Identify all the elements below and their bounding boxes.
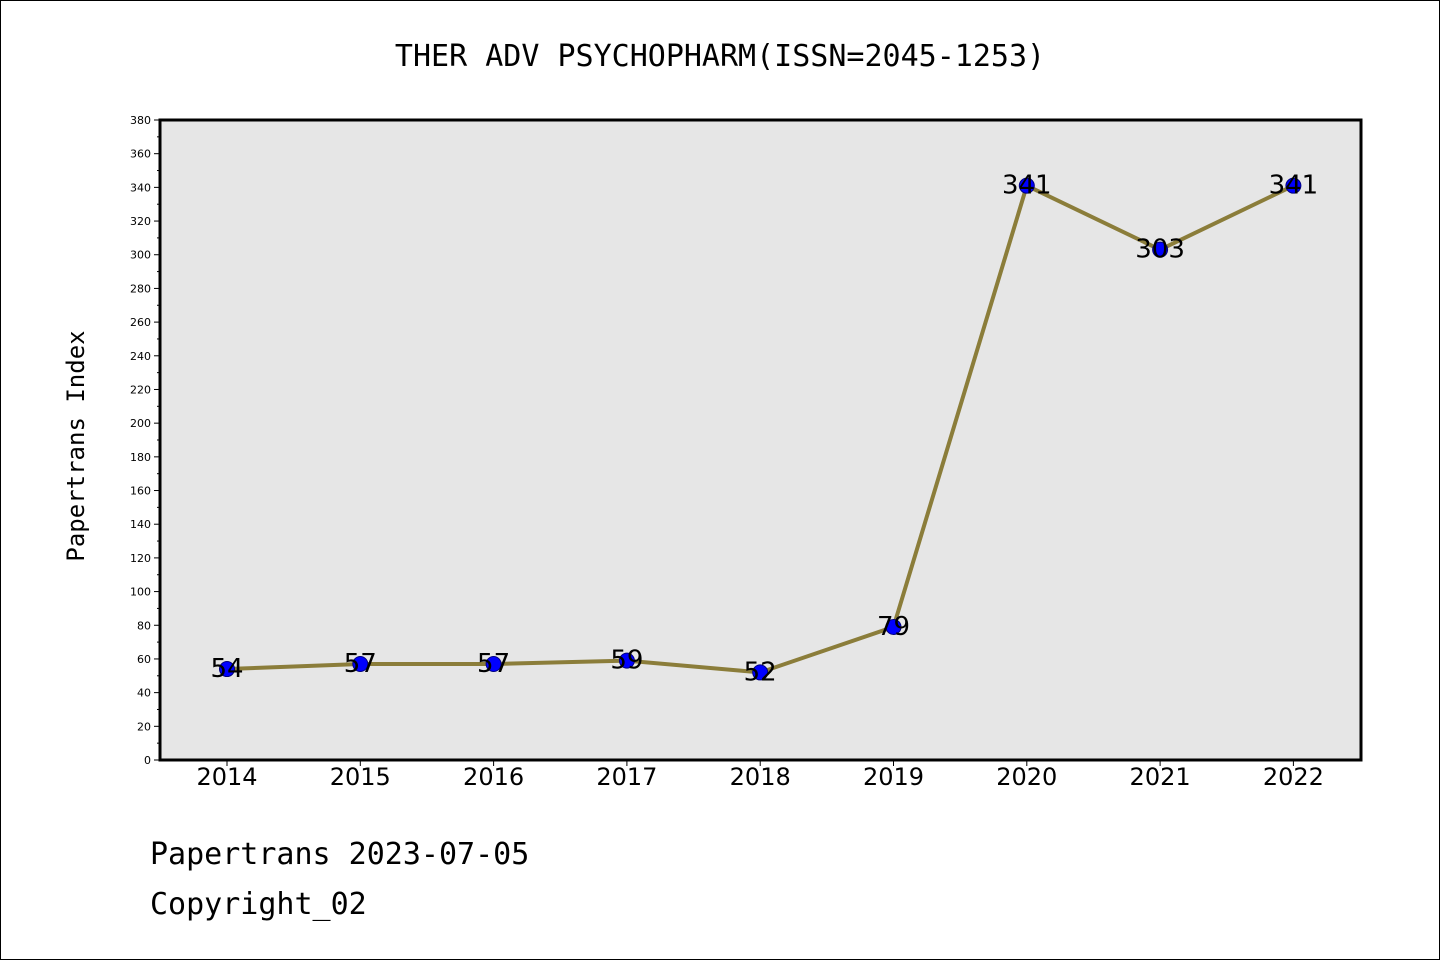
data-point bbox=[1152, 241, 1169, 258]
data-label: 341 bbox=[1269, 171, 1319, 201]
y-tick-label: 300 bbox=[130, 249, 151, 262]
y-tick-label: 100 bbox=[130, 586, 151, 599]
x-tick-label: 2021 bbox=[1130, 763, 1191, 791]
data-point bbox=[885, 618, 902, 635]
x-tick-label: 2018 bbox=[730, 763, 791, 791]
data-label: 54 bbox=[210, 654, 243, 684]
data-point bbox=[618, 652, 635, 669]
y-tick-label: 240 bbox=[130, 350, 151, 363]
data-label: 79 bbox=[877, 612, 910, 642]
y-tick-label: 380 bbox=[130, 114, 151, 127]
x-tick-label: 2016 bbox=[463, 763, 524, 791]
y-axis-ticks: 0 20 40 60 80 100 120 140 160 180 200 220 240 260 280 3… bbox=[130, 114, 160, 767]
plot-area bbox=[160, 120, 1361, 760]
data-label: 59 bbox=[610, 646, 643, 676]
data-labels: 54 57 57 59 52 79 341 303 341 bbox=[210, 171, 1318, 688]
x-tick-label: 2014 bbox=[196, 763, 257, 791]
y-tick-label: 360 bbox=[130, 148, 151, 161]
y-tick-label: 20 bbox=[137, 720, 151, 733]
data-points bbox=[219, 177, 1302, 681]
y-tick-label: 0 bbox=[144, 754, 151, 767]
y-tick-label: 40 bbox=[137, 687, 151, 700]
data-label: 57 bbox=[344, 649, 377, 679]
x-tick-label: 2019 bbox=[863, 763, 924, 791]
y-tick-label: 220 bbox=[130, 383, 151, 396]
data-label: 303 bbox=[1135, 235, 1185, 265]
data-label: 341 bbox=[1002, 171, 1052, 201]
y-tick-label: 340 bbox=[130, 181, 151, 194]
y-tick-label: 140 bbox=[130, 518, 151, 531]
plot-border bbox=[158, 118, 1363, 762]
x-tick-label: 2022 bbox=[1263, 763, 1324, 791]
y-tick-label: 320 bbox=[130, 215, 151, 228]
data-point bbox=[1018, 177, 1035, 194]
x-tick-label: 2017 bbox=[596, 763, 657, 791]
y-tick-label: 120 bbox=[130, 552, 151, 565]
footer-date-stamp: Papertrans 2023-07-05 bbox=[150, 837, 529, 872]
y-axis-label: Papertrans Index bbox=[62, 330, 90, 561]
y-tick-label: 80 bbox=[137, 619, 151, 632]
chart-title: THER ADV PSYCHOPHARM(ISSN=2045-1253) bbox=[395, 39, 1045, 74]
y-tick-label: 180 bbox=[130, 451, 151, 464]
y-tick-label: 200 bbox=[130, 417, 151, 430]
data-point bbox=[352, 656, 369, 672]
y-tick-label: 160 bbox=[130, 485, 151, 498]
x-axis-ticks: 2014 2015 2016 2017 2018 2019 2020 2021 2022 bbox=[196, 760, 1324, 791]
data-label: 57 bbox=[477, 649, 510, 679]
data-point bbox=[1285, 177, 1302, 194]
data-point bbox=[752, 664, 769, 681]
x-tick-label: 2015 bbox=[330, 763, 391, 791]
y-tick-label: 260 bbox=[130, 316, 151, 329]
y-tick-label: 60 bbox=[137, 653, 151, 666]
footer-copyright: Copyright_02 bbox=[150, 887, 367, 922]
x-tick-label: 2020 bbox=[996, 763, 1057, 791]
data-label: 52 bbox=[744, 657, 777, 687]
data-point bbox=[219, 661, 235, 678]
y-tick-label: 280 bbox=[130, 282, 151, 295]
data-point bbox=[485, 656, 502, 672]
